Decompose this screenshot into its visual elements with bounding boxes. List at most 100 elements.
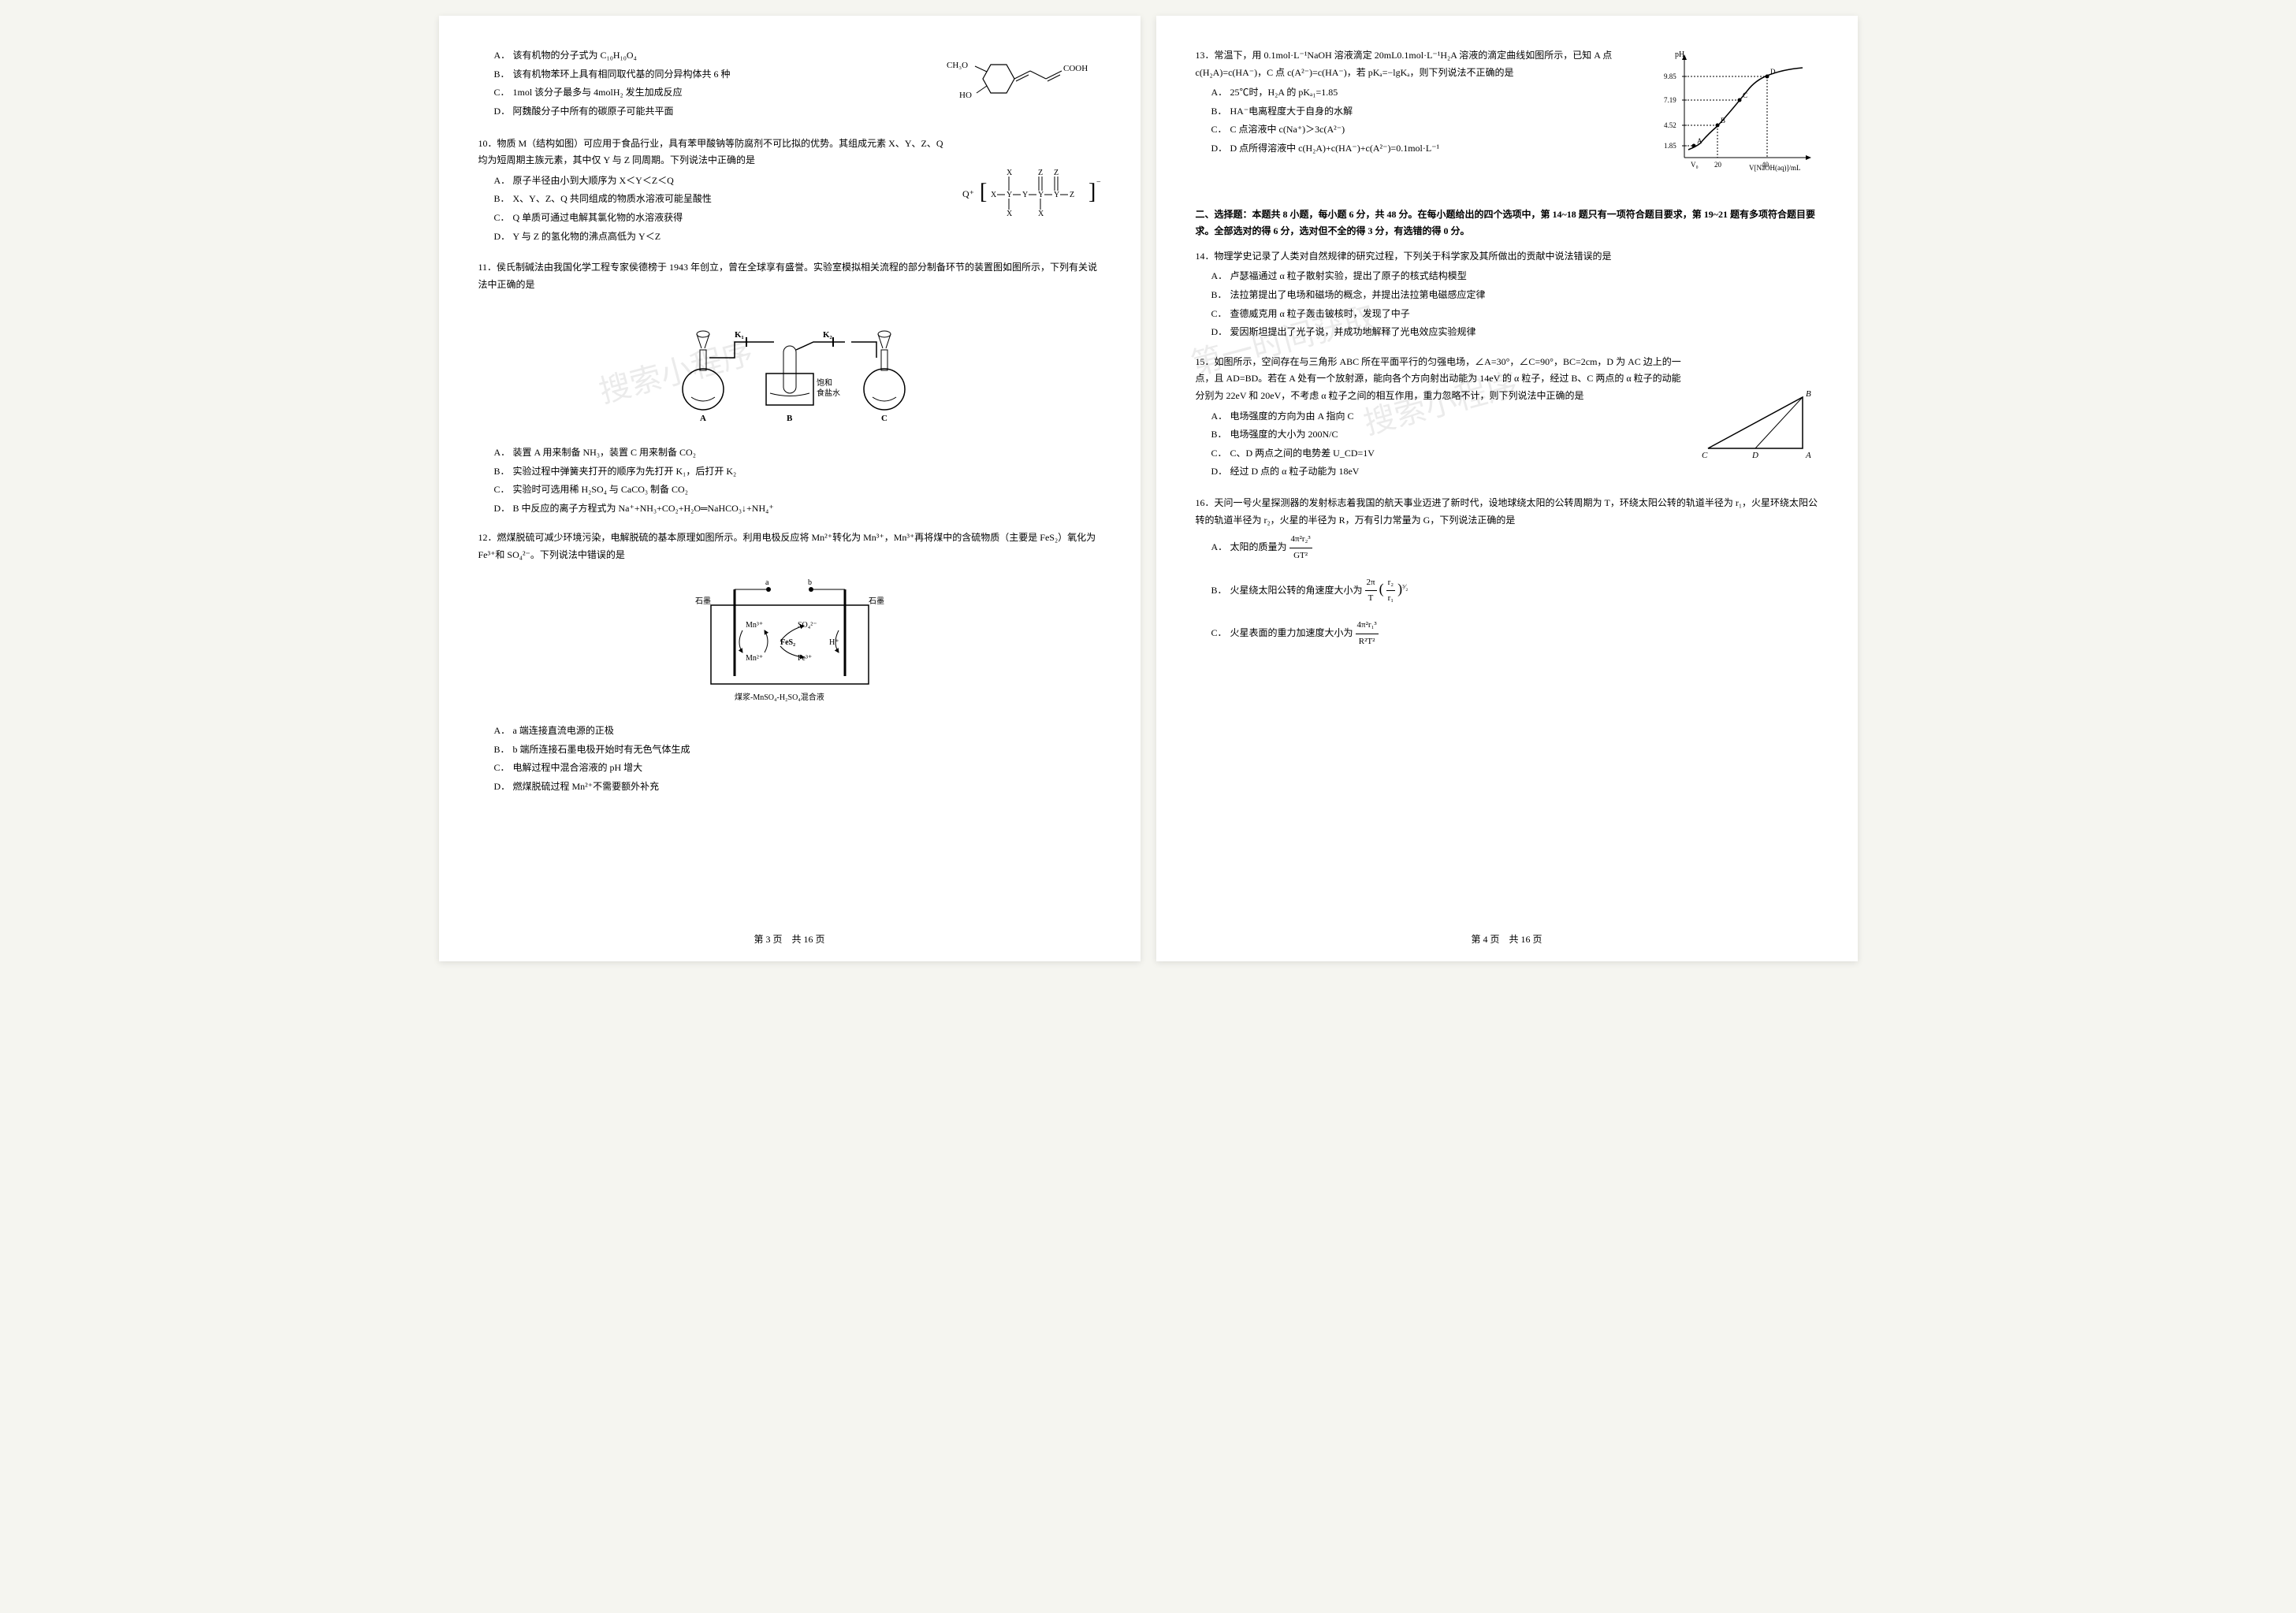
question-16: 16．天问一号火星探测器的发射标志着我国的航天事业迈进了新时代，设地球绕太阳的公…: [1196, 495, 1818, 650]
q12-fe3: Fe³⁺: [798, 654, 812, 663]
q15-opt-a: 电场强度的方向为由 A 指向 C: [1230, 411, 1354, 422]
q13-opt-d: D 点所得溶液中 c(H₂A)+c(HA⁻)+c(A²⁻)=0.1mol·L⁻¹: [1230, 143, 1440, 154]
q12-stem: 12．燃煤脱硫可减少环境污染，电解脱硫的基本原理如图所示。利用电极反应将 Mn²…: [478, 530, 1101, 563]
svg-text:Y: Y: [1038, 191, 1044, 199]
q9-opt-a: 该有机物的分子式为 C₁₀H₁₀O₄: [513, 50, 637, 61]
question-10: Q⁺ [ ] − X Y Y Y Y Z X: [478, 136, 1101, 247]
q11-label-k1: K₁: [735, 330, 744, 340]
footer-left: 第 3 页 共 16 页: [754, 932, 824, 946]
q13-yt0: 1.85: [1664, 142, 1676, 150]
q14-opt-b: 法拉第提出了电场和磁场的概念，并提出法拉第电磁感应定律: [1230, 289, 1486, 300]
q12-mn2: Mn²⁺: [746, 654, 763, 663]
svg-text:Z: Z: [1054, 169, 1059, 177]
svg-text:Z: Z: [1070, 191, 1074, 199]
q16-formula-c: 4π²r₁³ R²T²: [1356, 618, 1379, 650]
q11-label-salt: 食盐水: [817, 388, 840, 398]
q13-graph: pH V[NaOH(aq)]/mL 1.85 4.52 7.19 9.85 V₀…: [1661, 47, 1818, 188]
section2-header: 二、选择题：本题共 8 小题，每小题 6 分，共 48 分。在每小题给出的四个选…: [1196, 206, 1818, 240]
q14-opt-c: 查德威克用 α 粒子轰击铍核时，发现了中子: [1230, 308, 1410, 319]
q13-ylabel: pH: [1675, 50, 1684, 59]
q16-opt-c-prefix: 火星表面的重力加速度大小为: [1230, 627, 1356, 638]
svg-text:Y: Y: [1022, 191, 1028, 199]
page-left: 搜索小程序 CH₃O HO COOH A．该有机: [439, 16, 1141, 961]
q11-opt-b: 实验过程中弹簧夹打开的顺序为先打开 K₁，后打开 K₂: [513, 466, 737, 477]
q10-opt-c: Q 单质可通过电解其氯化物的水溶液获得: [513, 212, 683, 223]
q11-opt-d: B 中反应的离子方程式为 Na⁺+NH₃+CO₂+H₂O═NaHCO₃↓+NH₄…: [513, 503, 774, 514]
q10-structure-fig: Q⁺ [ ] − X Y Y Y Y Z X: [959, 159, 1101, 236]
q12-opt-a: a 端连接直流电源的正极: [513, 725, 614, 736]
q11-label-c: C: [881, 414, 888, 423]
q13-xt2: 40: [1762, 161, 1769, 169]
q12-opt-d: 燃煤脱硫过程 Mn²⁺不需要额外补充: [513, 781, 660, 792]
q16-formula-b-base: r₂ r₁: [1386, 575, 1396, 608]
q16-stem: 16．天问一号火星探测器的发射标志着我国的航天事业迈进了新时代，设地球绕太阳的公…: [1196, 495, 1818, 529]
q15-a: A: [1805, 451, 1811, 460]
q13-pt-c: C: [1743, 91, 1747, 99]
q13-pt-a: A: [1697, 137, 1702, 145]
svg-text:X: X: [991, 191, 997, 199]
question-9: CH₃O HO COOH A．该有机物的分子式为 C₁₀H₁₀O₄ B．该有机物…: [478, 47, 1101, 123]
page-container: 搜索小程序 CH₃O HO COOH A．该有机: [439, 16, 1858, 961]
q12-electrolysis-fig: a b 石墨 石墨 Mn³⁺ Mn²⁺ FeS₂ SO₄²⁻ Fe³⁺ H⁺: [478, 574, 1101, 714]
q12-so4: SO₄²⁻: [798, 621, 817, 630]
label-q: Q⁺: [962, 188, 974, 199]
q9-opt-c: 1mol 该分子最多与 4molH₂ 发生加成反应: [513, 87, 683, 98]
q12-fes2: FeS₂: [780, 638, 795, 647]
question-11: 11．侯氏制碱法由我国化学工程专家侯德榜于 1943 年创立，曾在全球享有盛誉。…: [478, 259, 1101, 517]
q14-opt-a: 卢瑟福通过 α 粒子散射实验，提出了原子的核式结构模型: [1230, 270, 1467, 281]
q13-yt1: 4.52: [1664, 121, 1676, 129]
q15-c: C: [1702, 451, 1708, 460]
q12-mn3: Mn³⁺: [746, 621, 763, 630]
q11-label-sat: 饱和: [817, 378, 832, 388]
svg-text:X: X: [1007, 169, 1013, 177]
q11-opt-a: 装置 A 用来制备 NH₃，装置 C 用来制备 CO₂: [513, 447, 696, 458]
q11-label-k2: K₂: [823, 330, 833, 340]
svg-text:−: −: [1096, 178, 1101, 187]
svg-text:Y: Y: [1054, 191, 1059, 199]
q15-b: B: [1806, 389, 1811, 399]
q16-opt-b-prefix: 火星绕太阳公转的角速度大小为: [1230, 585, 1365, 596]
page-right: 第一时间获取 搜索小程序 pH V[NaOH(aq)]/mL 1: [1156, 16, 1858, 961]
q16-formula-a: 4π²r₂³ GT²: [1289, 532, 1312, 564]
question-13: pH V[NaOH(aq)]/mL 1.85 4.52 7.19 9.85 V₀…: [1196, 47, 1818, 194]
q10-opt-b: X、Y、Z、Q 共同组成的物质水溶液可能呈酸性: [513, 193, 712, 204]
q10-opt-a: 原子半径由小到大顺序为 X＜Y＜Z＜Q: [513, 175, 674, 186]
q14-options: A．卢瑟福通过 α 粒子散射实验，提出了原子的核式结构模型 B．法拉第提出了电场…: [1196, 268, 1818, 340]
q15-opt-b: 电场强度的大小为 200N/C: [1230, 429, 1338, 440]
q13-xlabel: V[NaOH(aq)]/mL: [1749, 164, 1800, 172]
q15-opt-c: C、D 两点之间的电势差 U_CD=1V: [1230, 448, 1375, 459]
q13-xt0: V₀: [1691, 161, 1699, 169]
q13-yt3: 9.85: [1664, 72, 1676, 80]
svg-text:Y: Y: [1007, 191, 1012, 199]
q16-options: A．太阳的质量为 4π²r₂³ GT² B．火星绕太阳公转的角速度大小为 2π …: [1196, 532, 1818, 650]
q12-options: A．a 端连接直流电源的正极 B．b 端所连接石墨电极开始时有无色气体生成 C．…: [478, 723, 1101, 795]
svg-text:[: [: [980, 180, 987, 204]
q16-formula-b-coef: 2π T: [1365, 575, 1377, 608]
q11-opt-c: 实验时可选用稀 H₂SO₄ 与 CaCO₃ 制备 CO₂: [513, 484, 688, 495]
svg-text:X: X: [1007, 210, 1013, 218]
q14-stem: 14．物理学史记录了人类对自然规律的研究过程，下列关于科学家及其所做出的贡献中说…: [1196, 248, 1818, 266]
q16-opt-a-prefix: 太阳的质量为: [1230, 541, 1289, 552]
svg-text:Z: Z: [1038, 169, 1043, 177]
footer-right: 第 4 页 共 16 页: [1471, 932, 1542, 946]
q12-opt-b: b 端所连接石墨电极开始时有无色气体生成: [513, 744, 690, 755]
q11-label-a: A: [700, 414, 706, 423]
q13-opt-b: HA⁻电离程度大于自身的水解: [1230, 106, 1353, 117]
q13-opt-c: C 点溶液中 c(Na⁺)＞3c(A²⁻): [1230, 124, 1345, 135]
svg-text:X: X: [1038, 210, 1044, 218]
q9-opt-b: 该有机物苯环上具有相同取代基的同分异构体共 6 种: [513, 69, 731, 80]
q9-opt-d: 阿魏酸分子中所有的碳原子可能共平面: [513, 106, 674, 117]
question-15: B C D A 15．如图所示，空间存在与三角形 ABC 所在平面平行的匀强电场…: [1196, 354, 1818, 482]
q12-graphite-r: 石墨: [869, 597, 884, 606]
q11-options: A．装置 A 用来制备 NH₃，装置 C 用来制备 CO₂ B．实验过程中弹簧夹…: [478, 444, 1101, 517]
q12-label-a: a: [765, 578, 769, 587]
label-ho: HO: [959, 91, 972, 100]
svg-text:]: ]: [1088, 180, 1096, 204]
label-ch3o: CH₃O: [947, 61, 968, 70]
q12-slurry: 煤浆-MnSO₄-H₂SO₄混合液: [735, 692, 824, 702]
q13-xt1: 20: [1714, 161, 1722, 169]
q12-h: H⁺: [829, 638, 839, 647]
q15-triangle-fig: B C D A: [1700, 385, 1818, 470]
q15-opt-d: 经过 D 点的 α 粒子动能为 18eV: [1230, 466, 1360, 477]
q13-pt-b: B: [1721, 117, 1725, 125]
